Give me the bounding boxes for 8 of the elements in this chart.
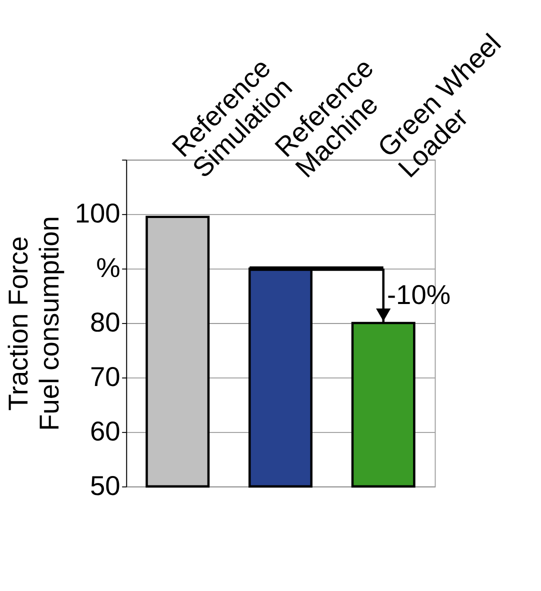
y-tick-label: 80 xyxy=(90,306,120,338)
y-tick-label: 60 xyxy=(90,416,120,447)
y-tick-label: 100 xyxy=(74,198,120,229)
y-axis-title: Traction Force Fuel consumption xyxy=(2,216,64,431)
annotation: -10% xyxy=(386,278,451,310)
y-tick-label: % xyxy=(96,252,120,284)
y-tick-label: 70 xyxy=(90,361,120,392)
y-tick-label: 50 xyxy=(90,470,120,502)
